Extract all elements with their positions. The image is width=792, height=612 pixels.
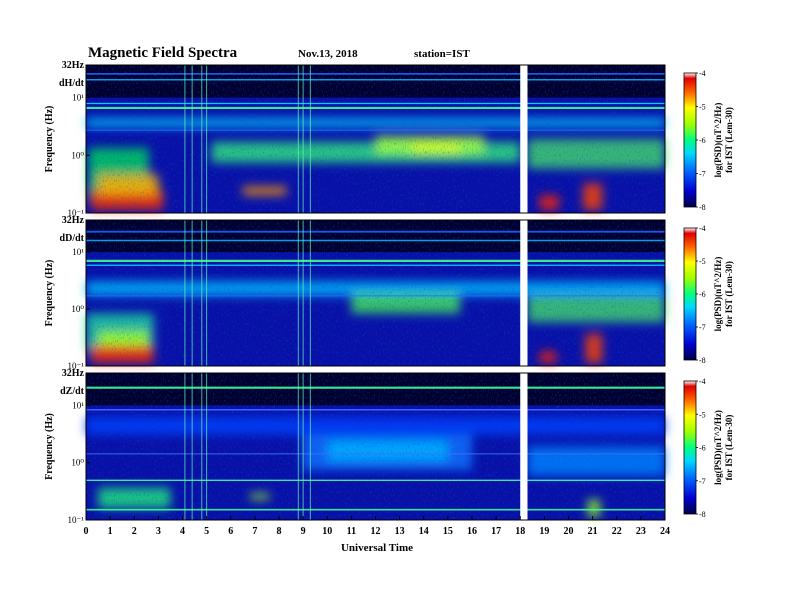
colorbar-tick-label: -8 bbox=[699, 510, 706, 519]
spectrogram-texture bbox=[86, 65, 665, 213]
colorbar-label: log(PSD)(nT^2/Hz) bbox=[713, 257, 723, 332]
colorbar-tick-label: -5 bbox=[699, 410, 706, 419]
x-tick-label: 12 bbox=[371, 526, 381, 537]
data-gap bbox=[520, 372, 528, 521]
data-gap bbox=[520, 64, 528, 214]
y-tick-label: 10¹ bbox=[72, 247, 84, 257]
station-label: station=IST bbox=[414, 48, 470, 60]
x-tick-label: 22 bbox=[612, 526, 622, 537]
colorbar-label: for IST (Lem-30) bbox=[724, 107, 734, 173]
colorbar-tick-label: -4 bbox=[699, 377, 706, 386]
x-tick-label: 18 bbox=[515, 526, 525, 537]
x-tick-label: 13 bbox=[395, 526, 405, 537]
top-frequency-label: 32Hz bbox=[62, 215, 85, 226]
x-tick-label: 19 bbox=[539, 526, 549, 537]
y-tick-label: 10¹ bbox=[72, 400, 84, 410]
x-tick-label: 10 bbox=[322, 526, 332, 537]
component-label: dZ/dt bbox=[60, 386, 85, 397]
panel-frame bbox=[85, 64, 666, 214]
x-tick-label: 15 bbox=[443, 526, 453, 537]
x-tick-label: 24 bbox=[660, 526, 670, 537]
x-tick-label: 1 bbox=[108, 526, 113, 537]
x-tick-label: 9 bbox=[301, 526, 306, 537]
x-tick-label: 4 bbox=[180, 526, 185, 537]
x-tick-label: 7 bbox=[252, 526, 257, 537]
colorbar: -4 -5 -6 -7 -8 log(PSD)(nT^2/Hz) for IST (Lem-… bbox=[683, 69, 734, 212]
x-tick-label: 20 bbox=[564, 526, 574, 537]
y-tick-label: 10⁻¹ bbox=[68, 208, 85, 218]
x-axis: 0 1 2 3 4 5 6 7 8 9 10 11 12 13 14 15 16 17 18 19 20 21 22 23 24… bbox=[84, 516, 670, 554]
data-gap bbox=[520, 219, 528, 367]
colorbar-tick-label: -6 bbox=[699, 136, 706, 145]
y-tick-label: 10⁻¹ bbox=[68, 515, 85, 525]
colorbar-tick-label: -8 bbox=[699, 203, 706, 212]
y-tick-label: 10¹ bbox=[72, 93, 84, 103]
x-tick-label: 5 bbox=[204, 526, 209, 537]
colorbar-gradient bbox=[683, 380, 697, 515]
spectrogram-texture bbox=[86, 220, 665, 366]
colorbar-tick-label: -5 bbox=[699, 257, 706, 266]
y-tick-label: 10⁻¹ bbox=[68, 361, 85, 371]
colorbar-gradient bbox=[683, 227, 697, 361]
chart-title: Magnetic Field Spectra bbox=[88, 45, 238, 61]
colorbar-tick-label: -4 bbox=[699, 224, 706, 233]
colorbar-label: for IST (Lem-30) bbox=[724, 261, 734, 327]
colorbar: -4 -5 -6 -7 -8 log(PSD)(nT^2/Hz) for IST (Lem-… bbox=[683, 224, 734, 365]
x-tick-label: 21 bbox=[588, 526, 598, 537]
x-tick-label: 11 bbox=[347, 526, 356, 537]
y-tick-label: 10⁰ bbox=[71, 304, 84, 314]
y-tick-label: 10⁰ bbox=[71, 150, 84, 160]
colorbar-tick-label: -7 bbox=[699, 323, 706, 332]
date-label: Nov.13, 2018 bbox=[298, 48, 358, 60]
x-tick-label: 17 bbox=[491, 526, 501, 537]
colorbar-tick-label: -8 bbox=[699, 356, 706, 365]
x-tick-label: 23 bbox=[636, 526, 646, 537]
x-tick-label: 14 bbox=[419, 526, 429, 537]
x-tick-label: 3 bbox=[156, 526, 161, 537]
top-frequency-label: 32Hz bbox=[62, 60, 85, 71]
spectrogram-texture bbox=[86, 373, 665, 520]
colorbar-label: log(PSD)(nT^2/Hz) bbox=[713, 410, 723, 485]
y-axis-label: Frequency (Hz) bbox=[44, 413, 55, 480]
panel-frame bbox=[85, 219, 666, 367]
top-frequency-label: 32Hz bbox=[62, 368, 85, 379]
y-tick-label: 10⁰ bbox=[71, 458, 84, 468]
colorbar-label: log(PSD)(nT^2/Hz) bbox=[713, 103, 723, 178]
y-axis-label: Frequency (Hz) bbox=[44, 106, 55, 173]
x-tick-label: 6 bbox=[228, 526, 233, 537]
colorbar-tick-label: -6 bbox=[699, 444, 706, 453]
component-label: dH/dt bbox=[59, 78, 85, 89]
colorbar-gradient bbox=[683, 72, 697, 208]
colorbar-tick-label: -5 bbox=[699, 103, 706, 112]
x-tick-label: 2 bbox=[132, 526, 137, 537]
component-label: dD/dt bbox=[60, 233, 85, 244]
x-tick-label: 8 bbox=[277, 526, 282, 537]
colorbar-tick-label: -7 bbox=[699, 170, 706, 179]
colorbar-tick-label: -4 bbox=[699, 69, 706, 78]
x-axis-label: Universal Time bbox=[341, 542, 413, 554]
colorbar-tick-label: -7 bbox=[699, 477, 706, 486]
x-tick-label: 0 bbox=[84, 526, 89, 537]
colorbar: -4 -5 -6 -7 -8 log(PSD)(nT^2/Hz) for IST (Lem-… bbox=[683, 377, 734, 519]
x-tick-label: 16 bbox=[467, 526, 477, 537]
y-axis-label: Frequency (Hz) bbox=[44, 260, 55, 327]
colorbar-tick-label: -6 bbox=[699, 290, 706, 299]
colorbar-label: for IST (Lem-30) bbox=[724, 415, 734, 481]
